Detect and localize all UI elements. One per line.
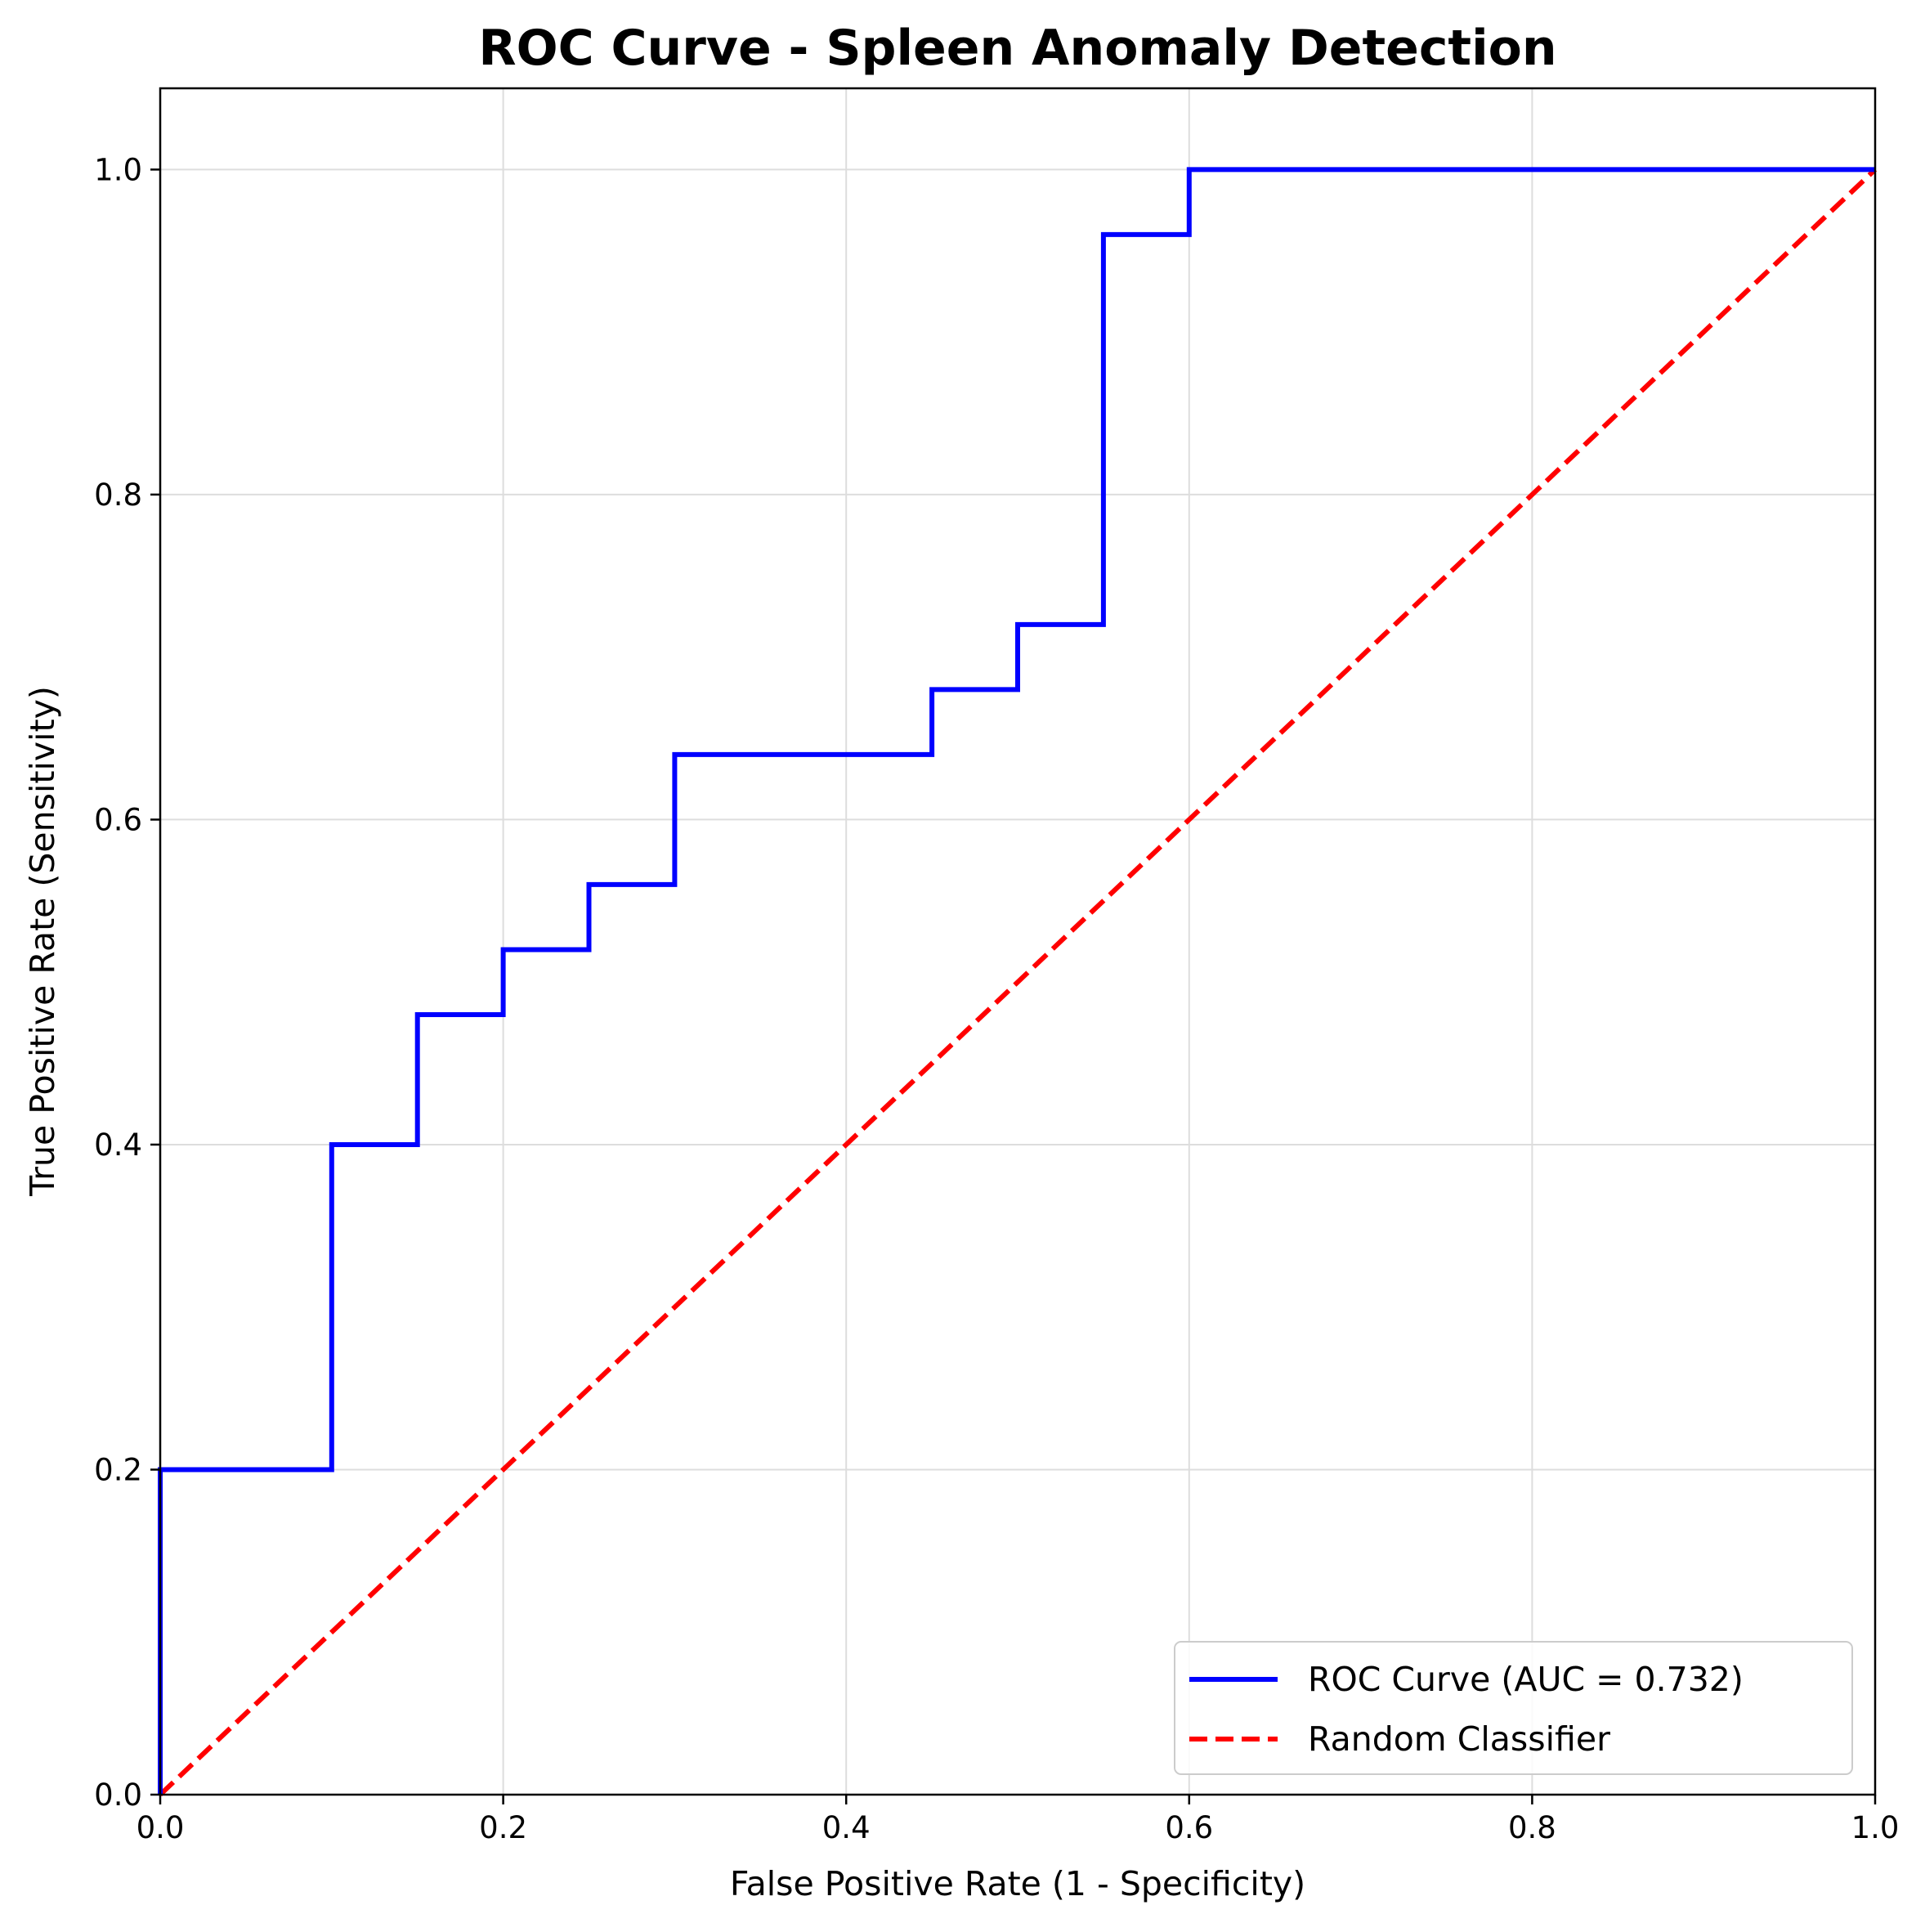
- legend-box: [1174, 1641, 1853, 1775]
- legend-label: ROC Curve (AUC = 0.732): [1308, 1660, 1744, 1699]
- series-layer: [158, 167, 1878, 1797]
- random-classifier-line: [158, 168, 1878, 1797]
- x-tick-label: 0.8: [1508, 1810, 1556, 1845]
- x-tick-label: 0.6: [1165, 1810, 1213, 1845]
- y-tick-label: 0.6: [94, 802, 142, 837]
- y-tick-label: 0.8: [94, 477, 142, 513]
- y-tick-label: 0.4: [94, 1127, 142, 1163]
- tick-layer: 0.0 0.2 0.4 0.6 0.8 1.0 0.0 0.2 0.4 0.6 0.8 1.0: [94, 152, 1899, 1845]
- x-axis-label: False Positive Rate (1 - Specificity): [730, 1864, 1305, 1903]
- y-tick-label: 0.2: [94, 1452, 142, 1487]
- chart-title: ROC Curve - Spleen Anomaly Detection: [478, 20, 1556, 77]
- y-tick-label: 0.0: [94, 1777, 142, 1813]
- x-tick-label: 0.4: [822, 1810, 871, 1845]
- y-tick-label: 1.0: [94, 152, 142, 187]
- legend: ROC Curve (AUC = 0.732) Random Classifier: [1174, 1641, 1853, 1775]
- x-tick-label: 0.2: [479, 1810, 527, 1845]
- legend-label: Random Classifier: [1308, 1719, 1610, 1759]
- x-tick-label: 1.0: [1851, 1810, 1900, 1845]
- roc-curve-line: [158, 167, 1875, 1795]
- plot-frame: [159, 87, 1877, 1796]
- y-axis-label: True Positive Rate (Sensitivity): [23, 686, 62, 1197]
- x-tick-label: 0.0: [137, 1810, 185, 1845]
